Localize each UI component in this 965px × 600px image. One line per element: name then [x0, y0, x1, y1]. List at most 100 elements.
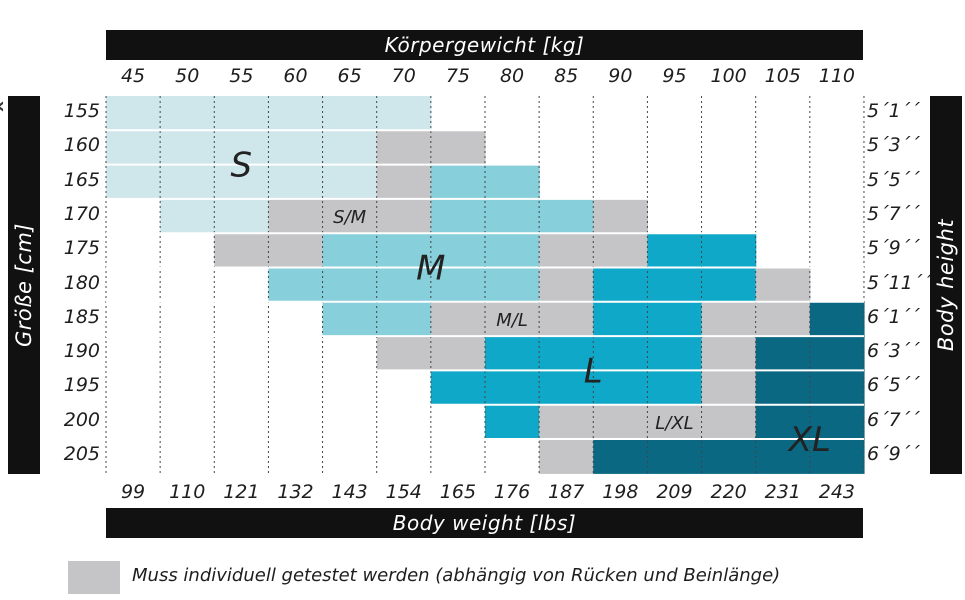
chevron-left-icon: ‹: [0, 94, 5, 119]
y-tick-ft: 6´9´´: [867, 443, 920, 465]
size-cell-M: [376, 301, 432, 337]
size-cell-M: [430, 164, 486, 200]
size-cell-S: [160, 130, 215, 166]
legend-swatch-gray: [68, 561, 120, 594]
x-tick-lbs: 99: [120, 481, 146, 503]
x-tick-lbs: 209: [656, 481, 693, 503]
size-cell-S: [268, 96, 324, 131]
y-tick-cm: 200: [63, 408, 100, 431]
size-cell-M: [484, 198, 540, 234]
size-cell-S: [268, 130, 324, 166]
y-tick-cm: 180: [63, 271, 100, 294]
size-cell-S: [376, 96, 432, 131]
y-axis-right-label: Body height: [934, 218, 959, 352]
size-cell-S: [214, 198, 270, 234]
size-cell-G: [755, 301, 811, 337]
size-cell-XL: [809, 404, 865, 440]
x-tick-kg: 80: [499, 65, 525, 87]
x-tick-lbs: 187: [548, 481, 585, 503]
y-tick-ft: 6´7´´: [867, 408, 920, 431]
chart-title-bar: Körpergewicht [kg]: [106, 30, 863, 60]
size-cell-G: [539, 301, 594, 337]
size-cell-XL: [755, 439, 811, 474]
size-cell-M: [430, 198, 486, 234]
size-label: M: [416, 249, 445, 289]
y-tick-ft: 5´9´´: [867, 237, 920, 260]
size-label: L/XL: [655, 413, 693, 434]
size-cell-XL: [701, 439, 757, 474]
size-cell-XL: [755, 404, 811, 440]
y-tick-ft: 5´7´´: [867, 202, 920, 225]
size-cell-G: [755, 267, 811, 303]
size-cell-G: [268, 233, 324, 269]
size-cell-S: [106, 130, 161, 166]
size-cell-G: [376, 336, 432, 371]
x-tick-lbs: 231: [764, 481, 801, 503]
y-tick-cm: 175: [63, 237, 100, 260]
size-cell-S: [322, 130, 378, 166]
y-axis-left-bar: Größe [cm]: [8, 96, 40, 474]
size-cell-XL: [647, 439, 703, 474]
size-cell-M: [322, 267, 378, 303]
size-cell-M: [430, 233, 486, 269]
size-cell-S: [322, 96, 378, 131]
y-tick-cm: 170: [63, 202, 100, 225]
size-cell-G: [430, 130, 486, 166]
y-tick-cm: 165: [63, 168, 100, 191]
size-cell-XL: [593, 439, 648, 474]
x-tick-kg: 45: [120, 65, 146, 87]
x-tick-kg: 70: [391, 65, 416, 87]
size-label: XL: [787, 420, 831, 460]
size-cell-G: [322, 198, 378, 234]
x-tick-lbs: 243: [818, 481, 856, 503]
size-cell-L: [539, 370, 594, 406]
y-tick-ft: 6´3´´: [867, 340, 920, 363]
x-tick-lbs: 165: [439, 481, 477, 503]
size-cell-S: [160, 198, 215, 234]
size-cell-XL: [809, 301, 865, 337]
size-cell-G: [214, 233, 270, 269]
x-tick-kg: 105: [764, 65, 801, 87]
y-tick-ft: 6´1´´: [867, 305, 920, 328]
size-cell-S: [322, 164, 378, 200]
size-cell-G: [268, 198, 324, 234]
size-cell-L: [647, 233, 703, 269]
size-cell-G: [701, 370, 757, 406]
x-tick-kg: 100: [710, 65, 747, 87]
size-cell-M: [376, 267, 432, 303]
size-cell-S: [214, 130, 270, 166]
size-cell-XL: [755, 370, 811, 406]
size-cell-M: [484, 164, 540, 200]
size-cell-M: [484, 267, 540, 303]
x-tick-lbs: 121: [223, 481, 260, 503]
size-cell-M: [539, 198, 594, 234]
size-label: S: [231, 146, 253, 186]
size-cell-L: [484, 370, 540, 406]
size-cell-G: [701, 404, 757, 440]
size-label: M/L: [496, 310, 528, 331]
size-cell-L: [484, 336, 540, 371]
x-tick-lbs: 198: [602, 481, 639, 503]
size-cell-G: [701, 301, 757, 337]
y-tick-ft: 5´3´´: [867, 134, 920, 157]
size-label: S/M: [333, 207, 366, 228]
size-cell-L: [647, 370, 703, 406]
y-axis-right-bar: Body height: [930, 96, 962, 474]
size-cell-G: [376, 130, 432, 166]
size-cell-G: [539, 404, 594, 440]
x-tick-lbs: 154: [385, 481, 422, 503]
size-cell-L: [593, 336, 648, 371]
size-cell-L: [647, 336, 703, 371]
size-cell-S: [214, 164, 270, 200]
chart-title: Körpergewicht [kg]: [384, 33, 585, 57]
x-axis-title: Body weight [lbs]: [392, 511, 577, 535]
size-label: L: [584, 351, 603, 391]
x-tick-kg: 90: [608, 65, 633, 87]
size-cell-G: [376, 198, 432, 234]
size-cell-L: [593, 267, 648, 303]
size-cell-XL: [809, 336, 865, 371]
size-cell-L: [647, 267, 703, 303]
size-cell-G: [539, 267, 594, 303]
x-tick-kg: 60: [283, 65, 308, 87]
